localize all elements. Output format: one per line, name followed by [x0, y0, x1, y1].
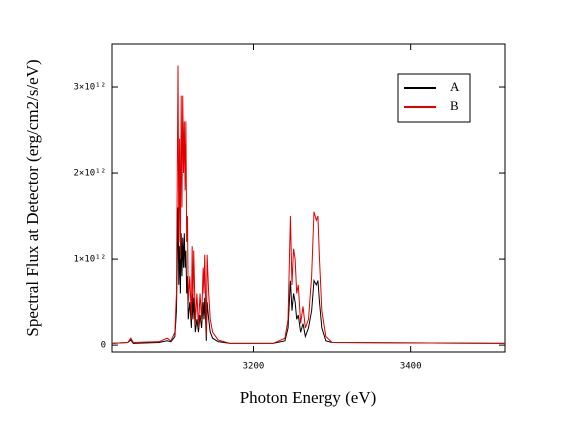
x-axis-label: Photon Energy (eV): [240, 388, 377, 407]
legend-label: B: [450, 98, 459, 113]
y-tick-label: 3×10¹²: [73, 83, 106, 93]
series-line: [111, 207, 506, 344]
plot-frame: [111, 43, 506, 353]
y-tick-label: 1×10¹²: [73, 255, 106, 265]
series-line: [111, 65, 506, 344]
y-tick-label: 2×10¹²: [73, 169, 106, 179]
y-axis-label: Spectral Flux at Detector (erg/cm2/s/eV): [23, 59, 42, 336]
legend-box: [397, 73, 471, 123]
x-tick-label: 3400: [400, 362, 422, 372]
legend-label: A: [450, 79, 460, 94]
y-tick-label: 0: [101, 341, 106, 351]
x-tick-label: 3200: [243, 362, 265, 372]
